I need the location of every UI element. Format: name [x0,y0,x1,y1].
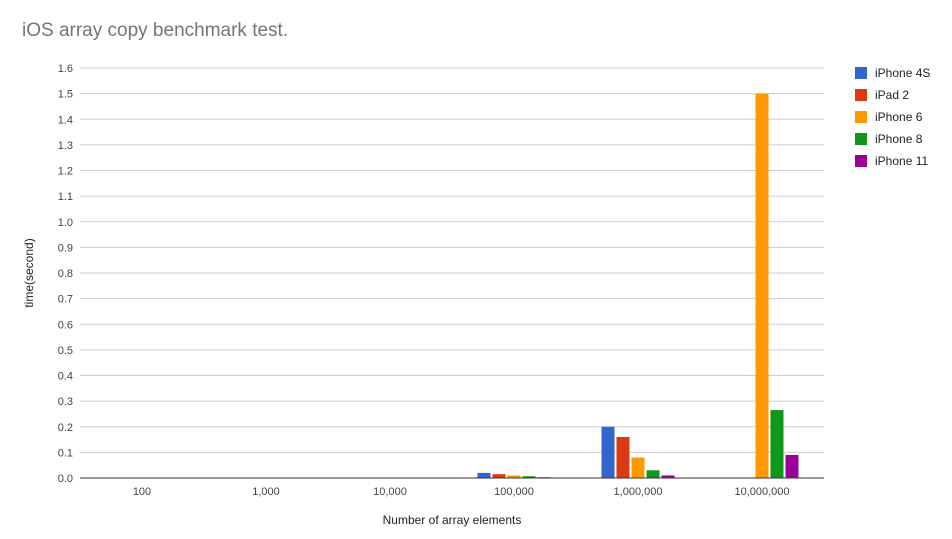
y-tick-label: 1.1 [58,191,73,203]
y-tick-label: 1.6 [58,63,73,75]
legend-item: iPhone 6 [855,106,930,128]
legend-item: iPad 2 [855,84,930,106]
legend-label: iPhone 4S [875,66,931,80]
legend-swatch [855,133,867,145]
gridlines [80,67,824,479]
bar [522,476,536,478]
legend-swatch [855,111,867,123]
y-tick-label: 0.9 [58,242,73,254]
legend-item: iPhone 4S [855,62,930,84]
legend-swatch [855,67,867,79]
y-axis-ticks: 0.0 0.1 0.2 0.3 0.4 0.5 0.6 0.7 0.8 0.9 1.0 1.1 1.2 1… [58,63,73,485]
y-tick-label: 1.3 [58,140,73,152]
y-tick-label: 0.6 [58,319,73,331]
y-tick-label: 0.8 [58,268,73,280]
y-axis-label: time(second) [22,238,36,307]
bar [785,454,799,478]
y-tick-label: 0.5 [58,345,73,357]
legend-swatch [855,155,867,167]
x-tick-label: 100 [133,486,151,498]
bar [770,410,784,478]
legend-label: iPhone 11 [875,154,929,168]
legend-item: iPhone 11 [855,150,930,172]
legend-label: iPhone 6 [875,110,923,124]
y-tick-label: 0.4 [58,371,73,383]
bar [477,472,491,478]
chart-title: iOS array copy benchmark test. [22,20,289,41]
y-tick-label: 1.5 [58,89,73,101]
legend-label: iPad 2 [875,88,910,102]
x-tick-label: 10,000,000 [734,486,789,498]
x-tick-label: 10,000 [373,486,407,498]
x-tick-label: 1,000,000 [614,486,663,498]
bar [646,470,660,478]
y-tick-label: 0.3 [58,396,73,408]
x-tick-label: 100,000 [494,486,534,498]
bar [507,475,521,478]
bar [661,475,675,478]
legend-label: iPhone 8 [875,132,923,146]
x-axis-label: Number of array elements [383,513,522,527]
legend-item: iPhone 8 [855,128,930,150]
y-tick-label: 0.1 [58,447,73,459]
x-axis-ticks: 100 1,000 10,000 100,000 1,000,000 10,000,000 [133,486,790,498]
bar [601,426,615,478]
bars [477,93,799,479]
bar [755,93,769,478]
y-tick-label: 1.2 [58,166,73,178]
bar [492,474,506,478]
y-tick-label: 1.0 [58,217,73,229]
legend: iPhone 4S iPad 2 iPhone 6 iPhone 8 iPhone 11 [855,62,930,172]
bar [616,437,630,478]
x-tick-label: 1,000 [252,486,280,498]
legend-swatch [855,89,867,101]
bar [631,457,645,478]
y-tick-label: 1.4 [58,114,73,126]
y-tick-label: 0.0 [58,473,73,485]
y-tick-label: 0.2 [58,422,73,434]
y-tick-label: 0.7 [58,294,73,306]
